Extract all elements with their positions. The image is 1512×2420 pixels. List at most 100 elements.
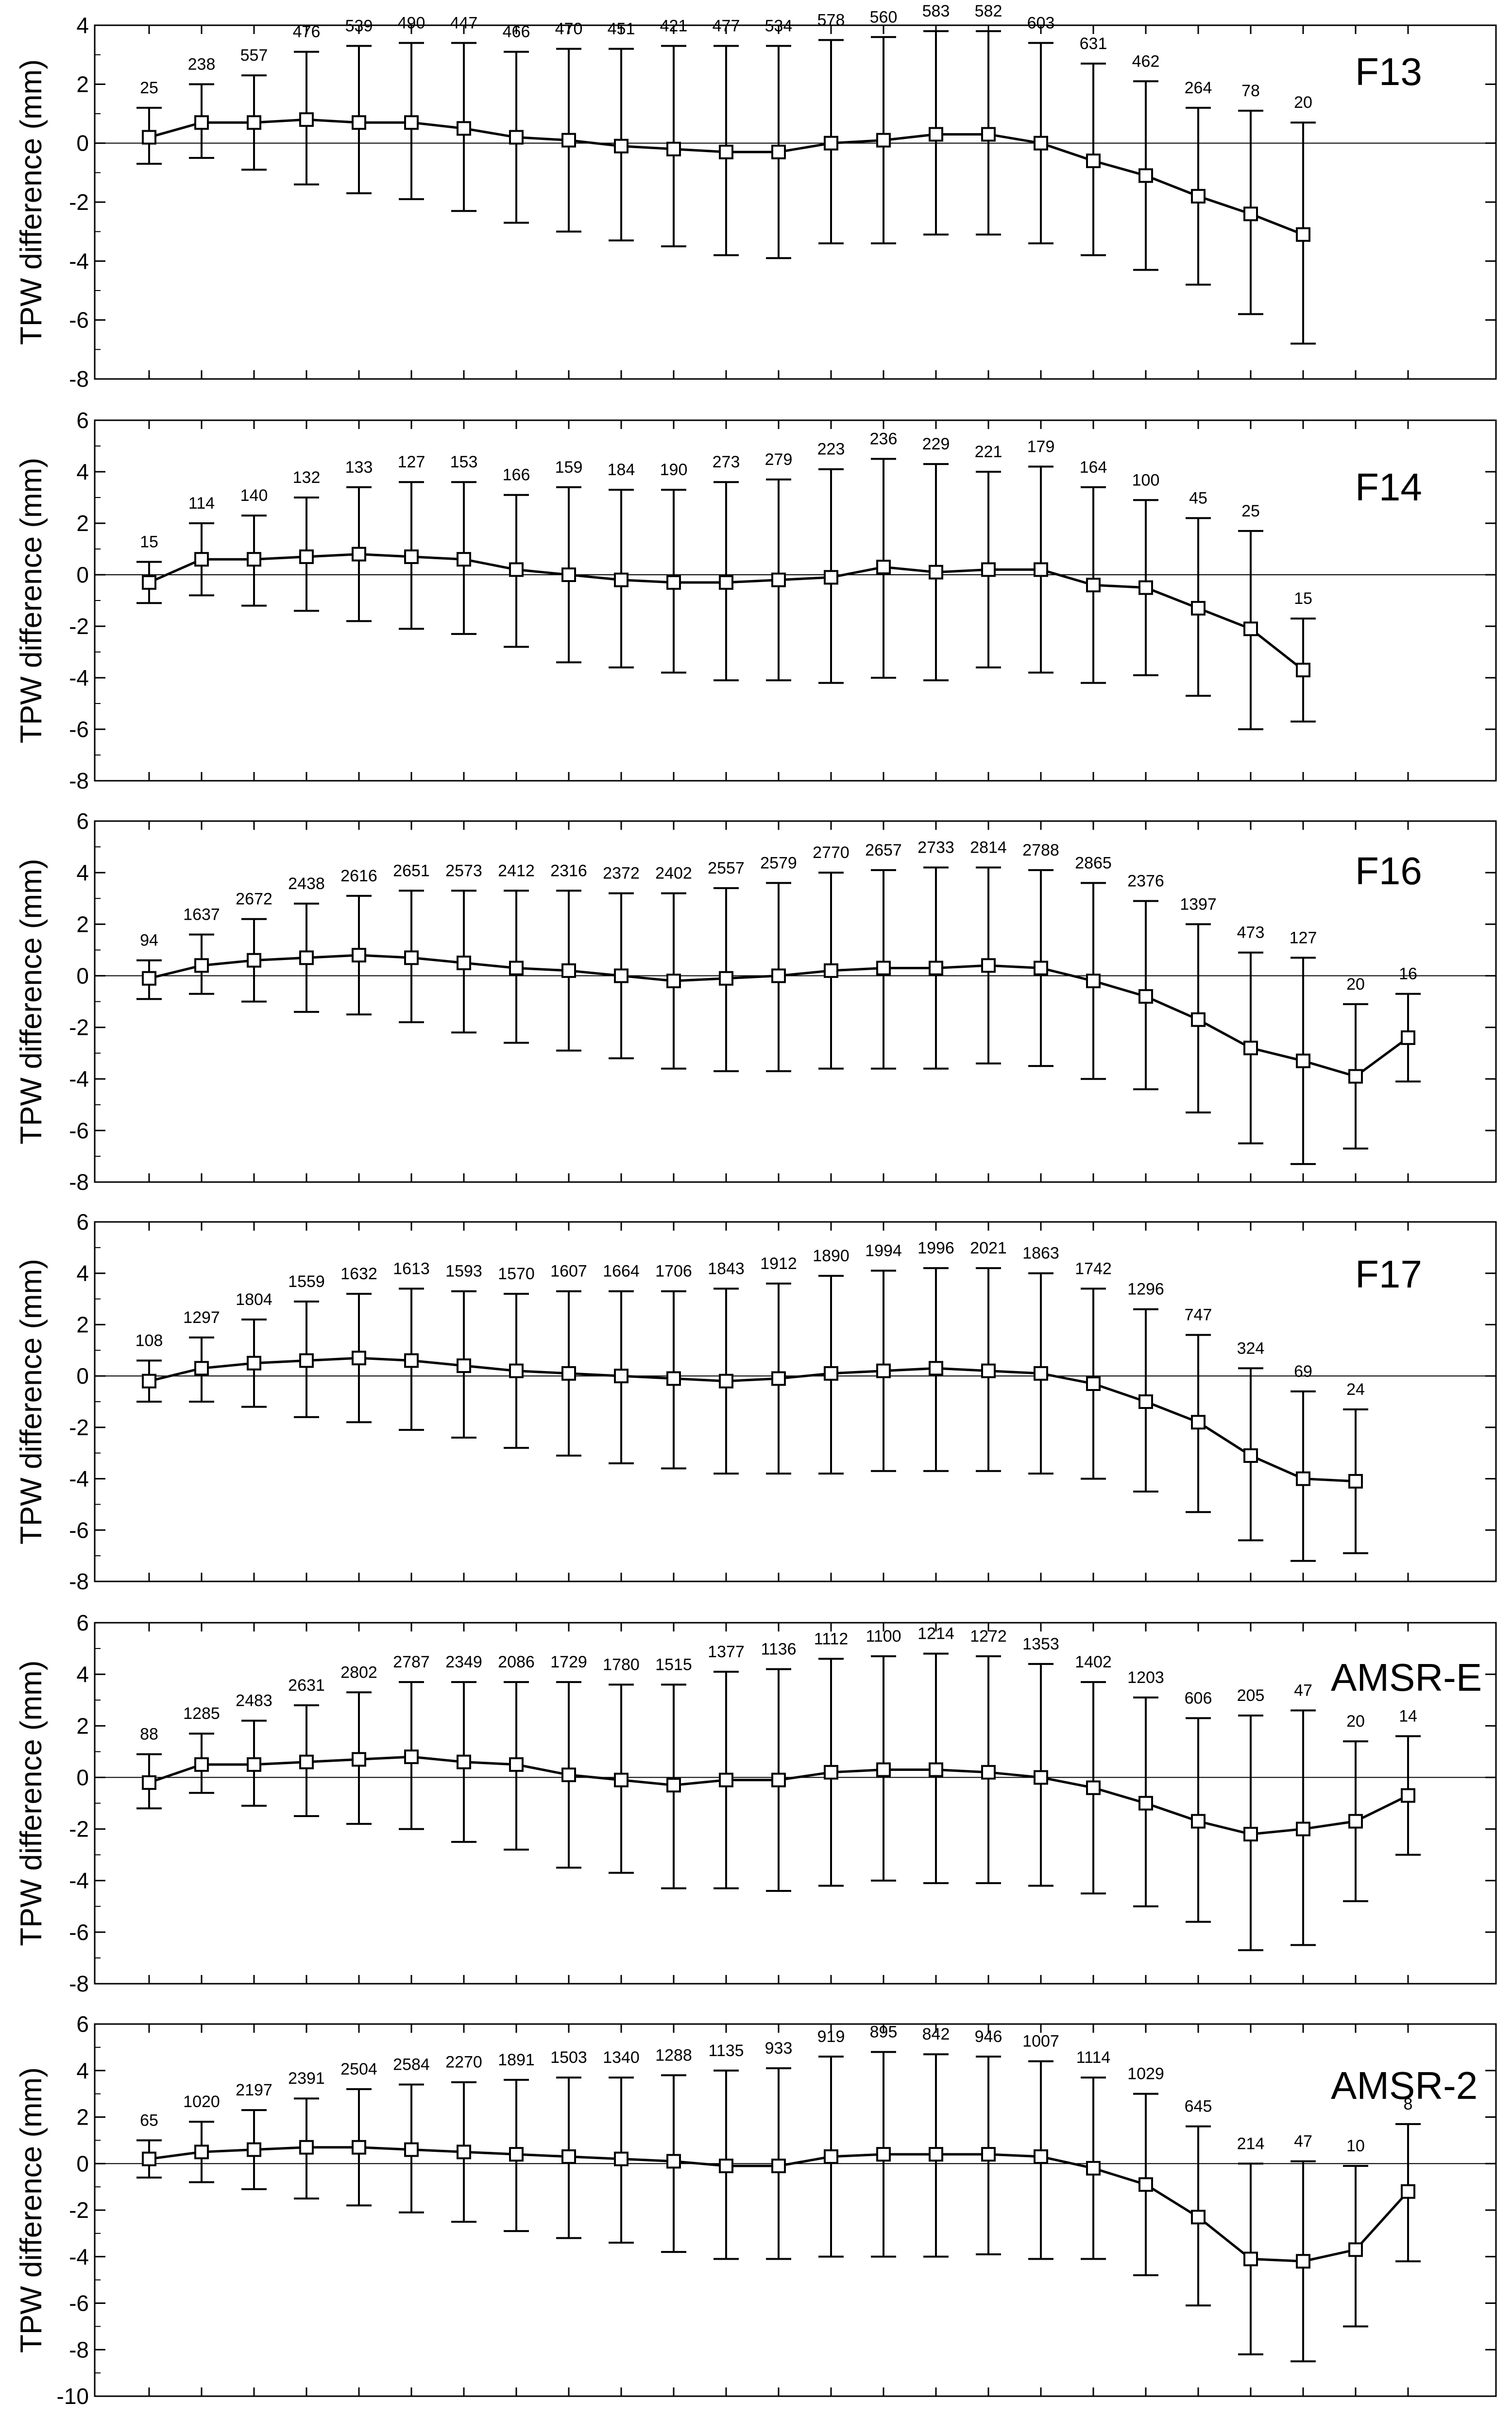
count-label: 45 bbox=[1189, 489, 1207, 507]
count-label: 2631 bbox=[288, 1676, 325, 1695]
data-point bbox=[1243, 2251, 1258, 2266]
data-point bbox=[194, 2145, 209, 2160]
data-point bbox=[561, 1768, 576, 1783]
data-point bbox=[876, 1363, 891, 1378]
count-label: 2376 bbox=[1127, 872, 1164, 891]
count-label: 2412 bbox=[498, 861, 535, 880]
data-point bbox=[876, 1762, 891, 1777]
y-axis-label: TPW difference (mm) bbox=[15, 2067, 48, 2353]
data-point bbox=[1086, 1376, 1101, 1391]
data-point bbox=[404, 1353, 419, 1368]
ytick-label: 4 bbox=[76, 2058, 89, 2083]
count-label: 1863 bbox=[1022, 1244, 1059, 1263]
count-label: 279 bbox=[765, 450, 793, 469]
count-label: 15 bbox=[1294, 589, 1312, 608]
ytick-label: -2 bbox=[69, 2197, 89, 2223]
count-label: 221 bbox=[975, 443, 1002, 461]
ytick-label: -10 bbox=[57, 2384, 89, 2409]
ytick-label: -8 bbox=[69, 1569, 89, 1594]
series-line bbox=[149, 1356, 1356, 1483]
data-point bbox=[142, 1373, 156, 1389]
count-label: 8 bbox=[1404, 2095, 1413, 2113]
count-label: 1559 bbox=[288, 1272, 325, 1291]
count-label: 583 bbox=[922, 2, 950, 20]
data-point bbox=[299, 1353, 314, 1368]
ytick-label: -2 bbox=[69, 1015, 89, 1040]
count-label: 421 bbox=[660, 17, 688, 35]
data-point bbox=[614, 572, 629, 587]
count-label: 179 bbox=[1027, 437, 1055, 456]
count-label: 132 bbox=[293, 468, 321, 487]
data-point bbox=[194, 958, 209, 973]
ytick-label: 0 bbox=[76, 1363, 89, 1389]
count-label: 184 bbox=[608, 461, 635, 479]
count-label: 2438 bbox=[288, 875, 325, 893]
count-label: 2197 bbox=[236, 2081, 272, 2099]
ytick-label: -4 bbox=[69, 248, 89, 274]
count-label: 2391 bbox=[288, 2069, 325, 2088]
count-label: 69 bbox=[1294, 1362, 1312, 1381]
data-point bbox=[1296, 1471, 1310, 1486]
data-point bbox=[614, 1369, 629, 1384]
data-point bbox=[1034, 1770, 1048, 1785]
count-label: 166 bbox=[503, 466, 530, 484]
count-label: 1402 bbox=[1075, 1653, 1112, 1671]
ytick-label: -6 bbox=[69, 717, 89, 742]
count-label: 476 bbox=[293, 23, 321, 41]
data-point bbox=[404, 115, 419, 130]
data-point bbox=[719, 1373, 733, 1389]
count-label: 2657 bbox=[865, 841, 902, 859]
data-point bbox=[614, 968, 629, 983]
count-label: 1100 bbox=[866, 1627, 901, 1646]
count-label: 1285 bbox=[183, 1704, 220, 1723]
count-label: 1593 bbox=[445, 1262, 482, 1281]
count-label: 223 bbox=[817, 440, 845, 459]
count-label: 578 bbox=[817, 11, 845, 29]
count-label: 1136 bbox=[761, 1640, 796, 1659]
data-point bbox=[824, 963, 838, 978]
data-point bbox=[824, 1366, 838, 1381]
data-point bbox=[666, 2154, 681, 2169]
count-label: 895 bbox=[870, 2023, 898, 2041]
data-point bbox=[981, 1363, 996, 1378]
count-label: 603 bbox=[1027, 14, 1055, 32]
data-point bbox=[1034, 136, 1048, 151]
data-point bbox=[719, 575, 733, 590]
count-label: 190 bbox=[660, 461, 688, 479]
count-label: 2672 bbox=[236, 890, 272, 909]
data-point bbox=[876, 2147, 891, 2162]
count-label: 919 bbox=[817, 2027, 845, 2046]
ytick-label: 0 bbox=[76, 963, 89, 988]
count-label: 1340 bbox=[603, 2048, 640, 2067]
ytick-label: 2 bbox=[76, 1312, 89, 1337]
data-point bbox=[1401, 1030, 1415, 1045]
data-point bbox=[771, 572, 786, 587]
data-point bbox=[509, 1757, 524, 1772]
panel-title: AMSR-2 bbox=[1331, 2064, 1478, 2107]
count-label: 1994 bbox=[865, 1241, 902, 1260]
data-point bbox=[299, 2140, 314, 2155]
count-label: 477 bbox=[713, 17, 740, 35]
count-label: 24 bbox=[1346, 1380, 1365, 1399]
data-point bbox=[1296, 1053, 1310, 1068]
data-point bbox=[352, 1752, 366, 1767]
data-point bbox=[247, 953, 261, 968]
count-label: 108 bbox=[136, 1331, 163, 1350]
count-label: 20 bbox=[1346, 1712, 1365, 1731]
data-point bbox=[1191, 189, 1206, 204]
ytick-label: 6 bbox=[76, 1209, 89, 1235]
y-axis-label: TPW difference (mm) bbox=[15, 458, 48, 743]
data-point bbox=[457, 2145, 471, 2160]
data-point bbox=[876, 961, 891, 976]
count-label: 2616 bbox=[340, 867, 377, 885]
count-label: 2865 bbox=[1075, 854, 1112, 872]
ytick-label: -8 bbox=[69, 2337, 89, 2362]
count-label: 25 bbox=[1241, 502, 1260, 520]
data-point bbox=[929, 565, 943, 580]
panel-title: F13 bbox=[1355, 50, 1422, 93]
data-point bbox=[929, 2147, 943, 2162]
data-point bbox=[247, 2142, 261, 2157]
ytick-label: -6 bbox=[69, 1118, 89, 1143]
